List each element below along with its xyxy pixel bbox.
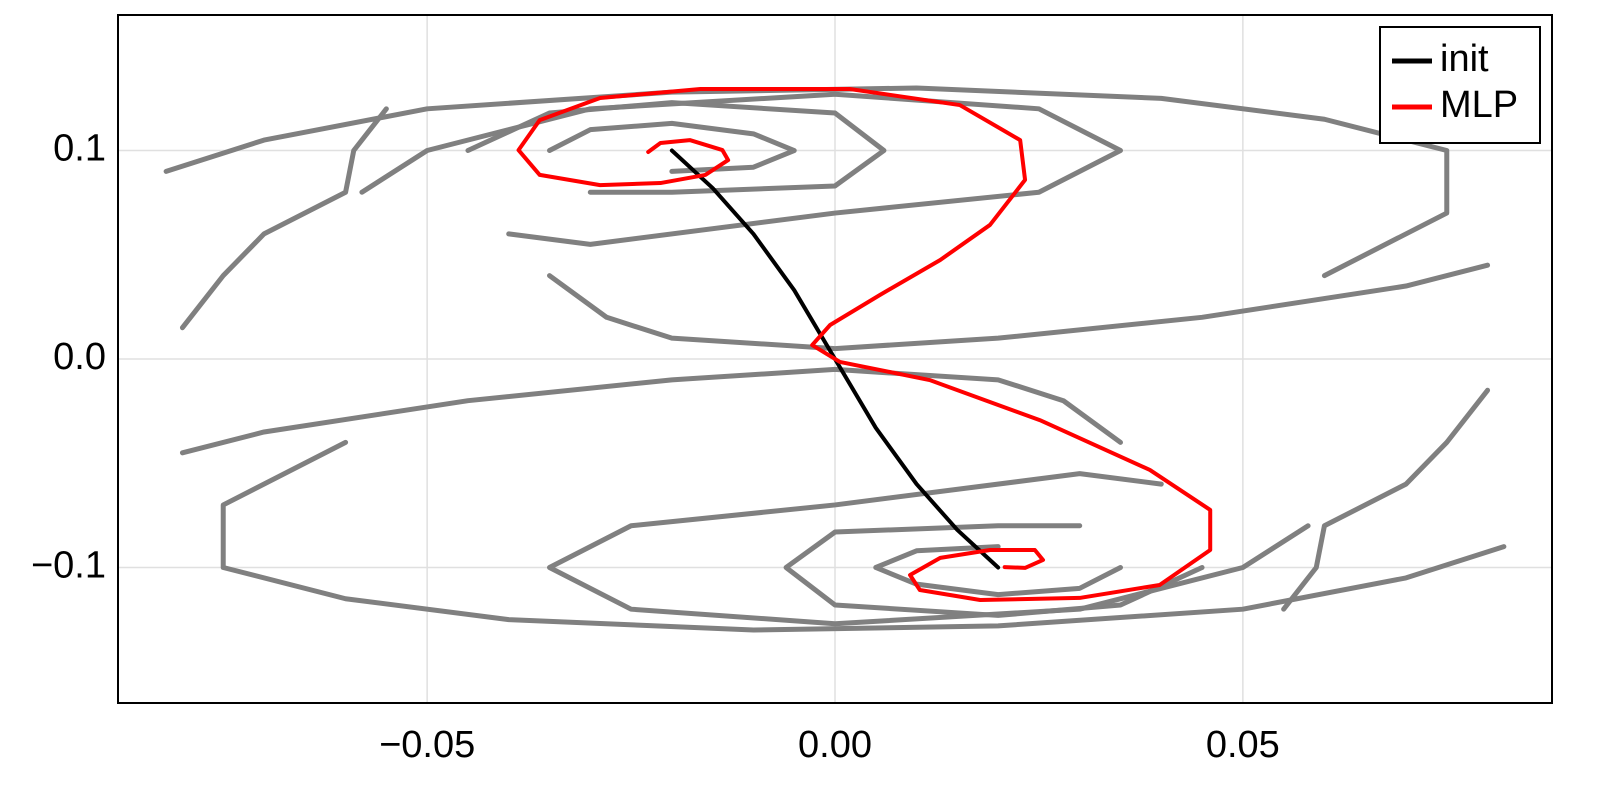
legend-label: init (1440, 38, 1489, 80)
plot-frame (117, 14, 1553, 704)
y-tick-label: 0.1 (53, 128, 106, 170)
x-tick-label: 0.00 (798, 724, 872, 766)
y-tick-label: −0.1 (31, 545, 106, 587)
streamline (783, 523, 1205, 618)
streamline (220, 439, 1507, 633)
streamline (359, 91, 1123, 247)
streamline (1281, 387, 1491, 612)
streamline (873, 544, 1123, 598)
series-line (516, 87, 1213, 603)
streamline (179, 106, 389, 331)
x-tick-label: −0.05 (379, 724, 475, 766)
streamline (547, 120, 797, 174)
streamline (547, 471, 1311, 627)
streamline (179, 366, 1123, 456)
y-tick-label: 0.0 (53, 336, 106, 378)
streamline (547, 262, 1491, 352)
legend-frame (1379, 26, 1541, 144)
legend-label: MLP (1440, 84, 1518, 126)
streamline (465, 100, 887, 195)
streamline (163, 85, 1450, 279)
x-tick-label: 0.05 (1206, 724, 1280, 766)
